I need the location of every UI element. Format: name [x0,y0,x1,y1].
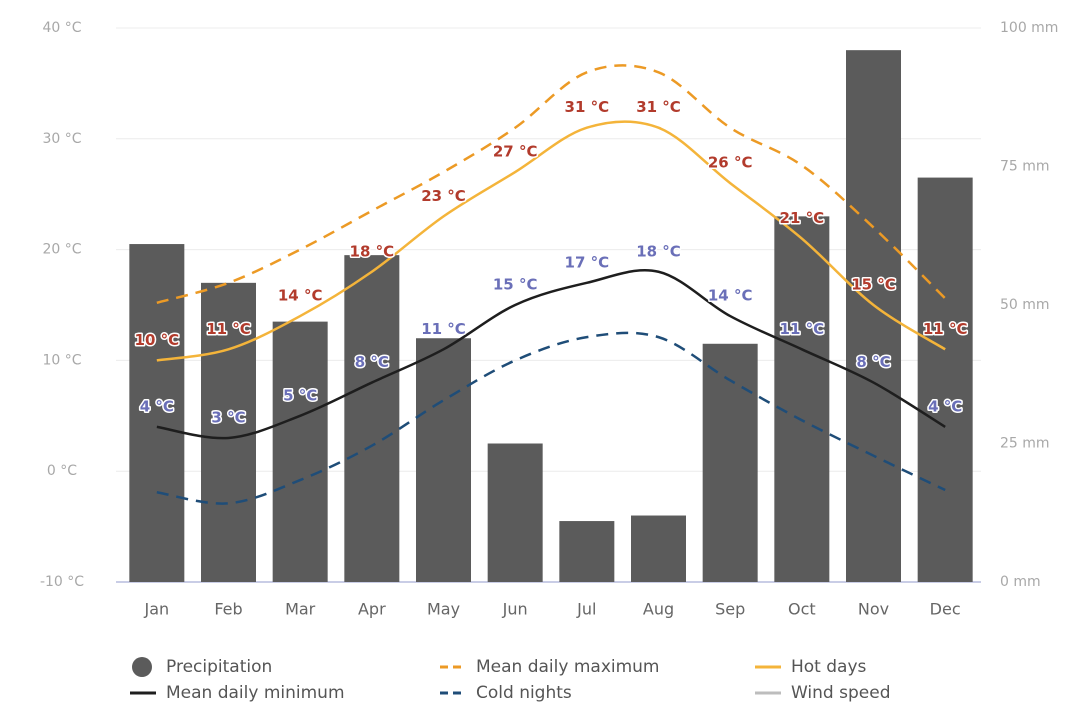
data-label: 8 °C [856,353,890,371]
data-label: 18 °C [350,242,395,260]
legend-item: Mean daily minimum [130,683,345,703]
data-label: 17 °C [565,253,610,271]
bar [129,244,185,582]
line [156,120,946,362]
data-label: 15 °C [851,276,896,294]
bar [272,321,328,582]
data-label: 4 °C [928,397,962,415]
legend-label: Cold nights [476,683,572,703]
x-tick-label: Nov [858,600,889,619]
data-label: 11 °C [780,320,825,338]
data-label: 3 °C [211,408,245,426]
legend-item: Hot days [755,657,867,677]
data-label: 18 °C [636,242,681,260]
y2-tick-label: 100 mm [1000,20,1058,36]
y-tick-label: 40 °C [42,20,81,36]
bar [201,282,256,582]
y2-tick-label: 0 mm [1000,574,1041,590]
x-tick-label: May [427,600,460,619]
data-label: 27 °C [493,143,538,161]
legend-item: Mean daily maximum [440,657,660,677]
bar [559,521,615,582]
bar [344,255,400,582]
data-label: 14 °C [708,287,753,305]
legend-item: Cold nights [440,683,572,703]
legend-label: Mean daily minimum [166,683,345,703]
data-label: 21 °C [780,209,825,227]
legend-label: Wind speed [791,683,891,703]
data-label: 11 °C [923,320,968,338]
data-label: 26 °C [708,154,753,172]
x-tick-label: Feb [214,600,242,619]
data-label: 11 °C [421,320,466,338]
data-label: 11 °C [206,320,251,338]
legend-label: Hot days [791,657,867,677]
y2-tick-label: 50 mm [1000,297,1050,313]
x-tick-label: Oct [788,600,816,619]
y-tick-label: 10 °C [42,352,81,368]
x-tick-label: Mar [285,600,316,619]
data-label: 4 °C [140,397,174,415]
bar [416,338,471,582]
y2-tick-label: 25 mm [1000,436,1050,452]
data-label: 15 °C [493,276,538,294]
legend-item: Precipitation [132,657,272,677]
legend-swatch [132,657,152,677]
data-label: 5 °C [283,386,317,404]
x-tick-label: Dec [930,600,961,619]
legend-label: Mean daily maximum [476,657,660,677]
legend-item: Wind speed [755,683,891,703]
y-tick-label: 0 °C [47,463,77,479]
bar [774,216,830,583]
data-label: 8 °C [355,353,389,371]
line [156,331,946,505]
y2-tick-label: 75 mm [1000,159,1050,175]
bar [846,50,901,583]
legend-label: Precipitation [166,657,272,677]
bar [631,515,686,582]
data-label: 31 °C [565,98,610,116]
x-tick-label: Sep [715,600,745,619]
bar [487,443,543,582]
line [156,269,946,440]
data-label: 23 °C [421,187,466,205]
y-tick-label: 20 °C [42,242,81,258]
x-tick-label: Jun [502,600,528,619]
data-label: 10 °C [135,331,180,349]
x-tick-label: Apr [358,600,386,619]
x-tick-label: Aug [643,600,674,619]
x-tick-label: Jul [576,600,596,619]
bar [917,177,973,582]
bar [702,343,758,582]
y-tick-label: 30 °C [42,131,81,147]
y-tick-label: -10 °C [40,574,84,590]
data-label: 14 °C [278,287,323,305]
data-label: 31 °C [636,98,681,116]
x-tick-label: Jan [143,600,169,619]
